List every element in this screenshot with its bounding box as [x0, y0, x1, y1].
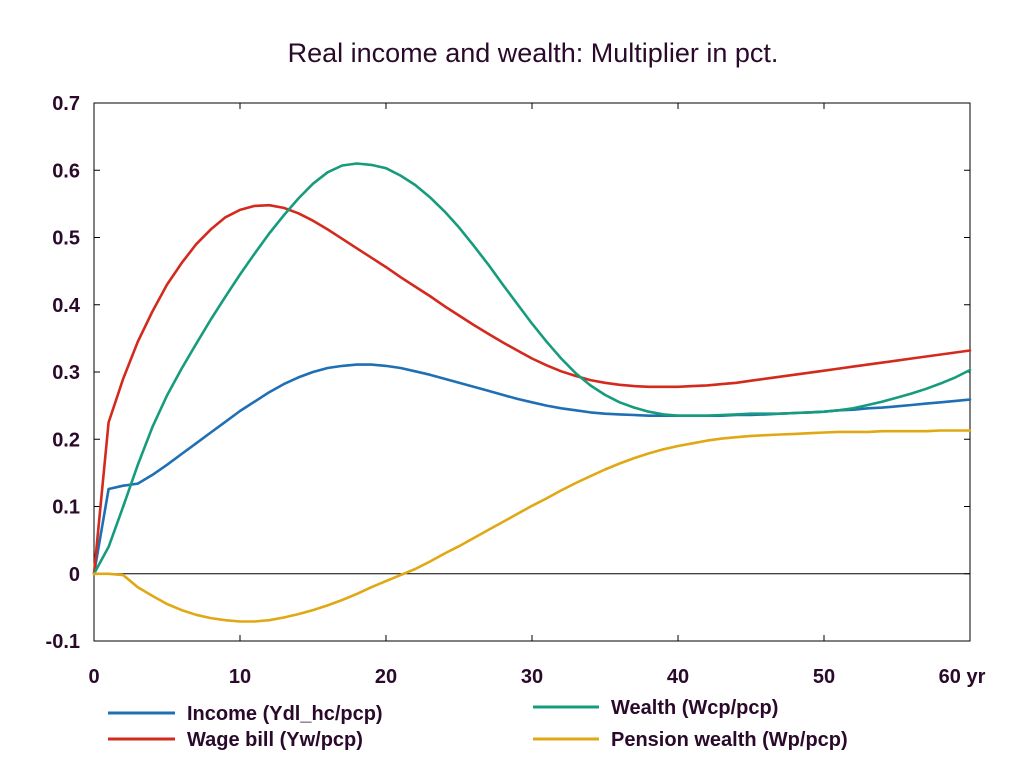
y-tick-label: 0.3: [52, 362, 80, 384]
series-line-4: [92, 429, 972, 623]
series-line-1: [92, 363, 972, 576]
legend-label: Wage bill (Yw/pcp): [187, 729, 363, 751]
y-axis-ticks: -0.1 0 0.1 0.2 0.3 0.4 0.5 0.6 0.7: [46, 93, 970, 653]
x-tick-label: 0: [88, 666, 99, 688]
series-line-2: [92, 203, 972, 576]
x-tick-label: 50: [813, 666, 835, 688]
x-axis-ticks: 0 10 20 30 40 50 60 yr: [88, 103, 986, 688]
legend-label: Pension wealth (Wp/pcp): [611, 729, 848, 751]
x-tick-label-with-unit: 60 yr: [939, 666, 986, 688]
y-tick-label: 0.1: [52, 497, 80, 519]
y-tick-label: 0: [69, 564, 80, 586]
y-tick-label: 0.2: [52, 429, 80, 451]
series-line-3: [92, 162, 972, 576]
y-tick-label: 0.4: [52, 295, 81, 317]
chart-title: Real income and wealth: Multiplier in pc…: [288, 38, 779, 68]
legend: Income (Ydl_hc/pcp) Wage bill (Yw/pcp) Wea…: [108, 697, 848, 751]
y-tick-label: -0.1: [46, 631, 80, 653]
legend-label: Income (Ydl_hc/pcp): [187, 703, 383, 725]
y-tick-label: 0.7: [52, 93, 80, 115]
x-tick-label: 20: [375, 666, 397, 688]
x-tick-label: 10: [229, 666, 251, 688]
plot-frame: [93, 102, 971, 642]
y-tick-label: 0.5: [52, 228, 80, 250]
x-tick-label: 30: [521, 666, 543, 688]
series-lines: [92, 162, 972, 623]
x-tick-label: 40: [667, 666, 689, 688]
y-tick-label: 0.6: [52, 160, 80, 182]
legend-label: Wealth (Wcp/pcp): [611, 697, 778, 719]
